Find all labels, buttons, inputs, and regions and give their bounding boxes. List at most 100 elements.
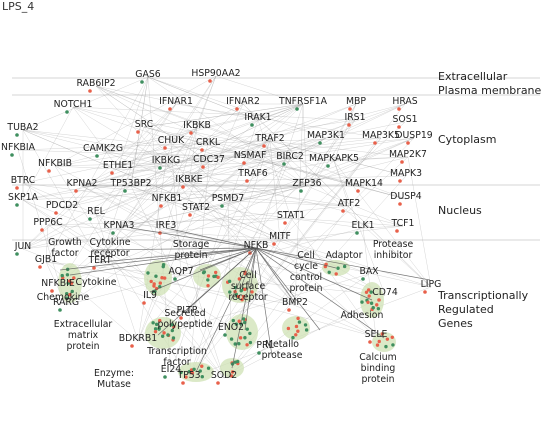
edge: [65, 137, 327, 306]
edge: [72, 106, 335, 162]
hub-edge: [239, 247, 257, 291]
edge: [333, 156, 409, 162]
edge: [22, 182, 364, 229]
edge: [407, 156, 432, 288]
gene-pdcd2: PDCD2: [46, 200, 78, 211]
gene-tp53bp2: TP53BP2: [109, 178, 151, 189]
edge: [170, 127, 198, 144]
edge: [195, 137, 327, 211]
edge: [137, 144, 209, 342]
cluster-dot: [231, 318, 235, 323]
category-transcription-factor: Transcription factor: [146, 346, 207, 368]
gene-notch1: NOTCH1: [54, 99, 93, 110]
cluster-dot: [243, 336, 247, 340]
edge: [333, 103, 357, 162]
cluster-dot: [376, 306, 381, 311]
node-dot: [347, 123, 351, 127]
edge: [137, 103, 244, 342]
edge: [143, 126, 296, 306]
edge: [249, 157, 365, 187]
edge: [249, 103, 406, 159]
node-dot: [287, 308, 291, 312]
cluster-dot: [154, 322, 159, 327]
cluster-dot: [364, 290, 369, 295]
gene-crkl: CRKL: [196, 137, 221, 148]
edge: [333, 160, 386, 296]
edge: [175, 103, 382, 139]
cluster-dot: [65, 273, 70, 277]
edge: [22, 144, 209, 184]
layer-plasma-membrane: Plasma membrane: [438, 84, 542, 97]
node-dot: [130, 344, 134, 348]
edge: [95, 85, 291, 160]
edge: [188, 175, 407, 183]
edge: [57, 103, 177, 287]
hub-edge: [91, 247, 257, 251]
cluster-dot: [70, 289, 74, 294]
gene-nsmaf: NSMAF: [234, 150, 267, 161]
cluster-dot: [241, 317, 246, 321]
node-dot: [140, 80, 144, 84]
cluster-dot: [198, 369, 202, 373]
hub-edges: [59, 227, 431, 373]
node-dot: [15, 203, 19, 207]
edge: [195, 156, 409, 211]
cluster-dot: [157, 326, 161, 330]
edge: [95, 161, 210, 215]
edge: [57, 103, 304, 287]
node-dot: [250, 123, 254, 127]
cluster-dot: [212, 274, 216, 279]
edge: [255, 103, 304, 249]
hub-edge: [244, 247, 257, 331]
edge: [130, 185, 370, 275]
gene-rel: REL: [87, 206, 105, 217]
cluster-dot: [171, 336, 176, 340]
cluster-dot: [153, 327, 158, 331]
node-dot: [58, 308, 62, 312]
hub-edge: [231, 247, 257, 369]
cluster-dot: [237, 342, 241, 346]
hub-edge: [255, 247, 296, 304]
edge: [54, 165, 254, 177]
gene-ei24: EI24: [161, 364, 182, 375]
edge: [22, 137, 415, 201]
edge: [17, 149, 67, 306]
cluster-dot: [67, 279, 72, 283]
edge: [306, 103, 357, 187]
edge: [302, 103, 308, 187]
gene-tuba2: TUBA2: [6, 122, 38, 133]
edge: [294, 103, 304, 306]
gene-map3k5: MAP3K5: [362, 130, 400, 141]
gene-ikbkb: IKBKB: [183, 120, 211, 131]
gene-mapk14: MAPK14: [345, 178, 383, 189]
node-dot: [423, 290, 427, 294]
node-dot: [235, 107, 239, 111]
cluster-dot: [200, 375, 204, 379]
edge: [61, 185, 83, 209]
node-dot: [179, 316, 183, 320]
cluster-dot: [233, 342, 237, 346]
cluster-dot: [228, 290, 232, 294]
edge: [72, 106, 119, 169]
gene-ifnar2: IFNAR2: [226, 96, 260, 107]
edge: [166, 185, 308, 202]
cluster-dot: [377, 339, 381, 344]
edge: [99, 119, 259, 264]
gene-nfkbie: NFKBIE: [41, 278, 75, 289]
gene-nfkbia: NFKBIA: [1, 142, 36, 153]
cluster-dot: [179, 370, 183, 375]
node-dot: [398, 202, 402, 206]
edge: [95, 213, 139, 342]
gene-sele: SELE: [365, 329, 388, 340]
category-enzyme-mutase: Enzyme: Mutase: [94, 368, 134, 390]
layer-nucleus: Nucleus: [438, 204, 482, 217]
cluster-dot: [304, 328, 309, 332]
gene-ppp6c: PPP6C: [33, 217, 62, 228]
category-adaptor: Adaptor: [326, 250, 363, 261]
node-dot: [257, 351, 261, 355]
edge: [170, 142, 281, 240]
gene-il9: IL9: [143, 290, 157, 301]
cluster-dot: [206, 274, 211, 278]
node-dot: [158, 231, 162, 235]
layer-cytoplasm: Cytoplasm: [438, 133, 497, 146]
